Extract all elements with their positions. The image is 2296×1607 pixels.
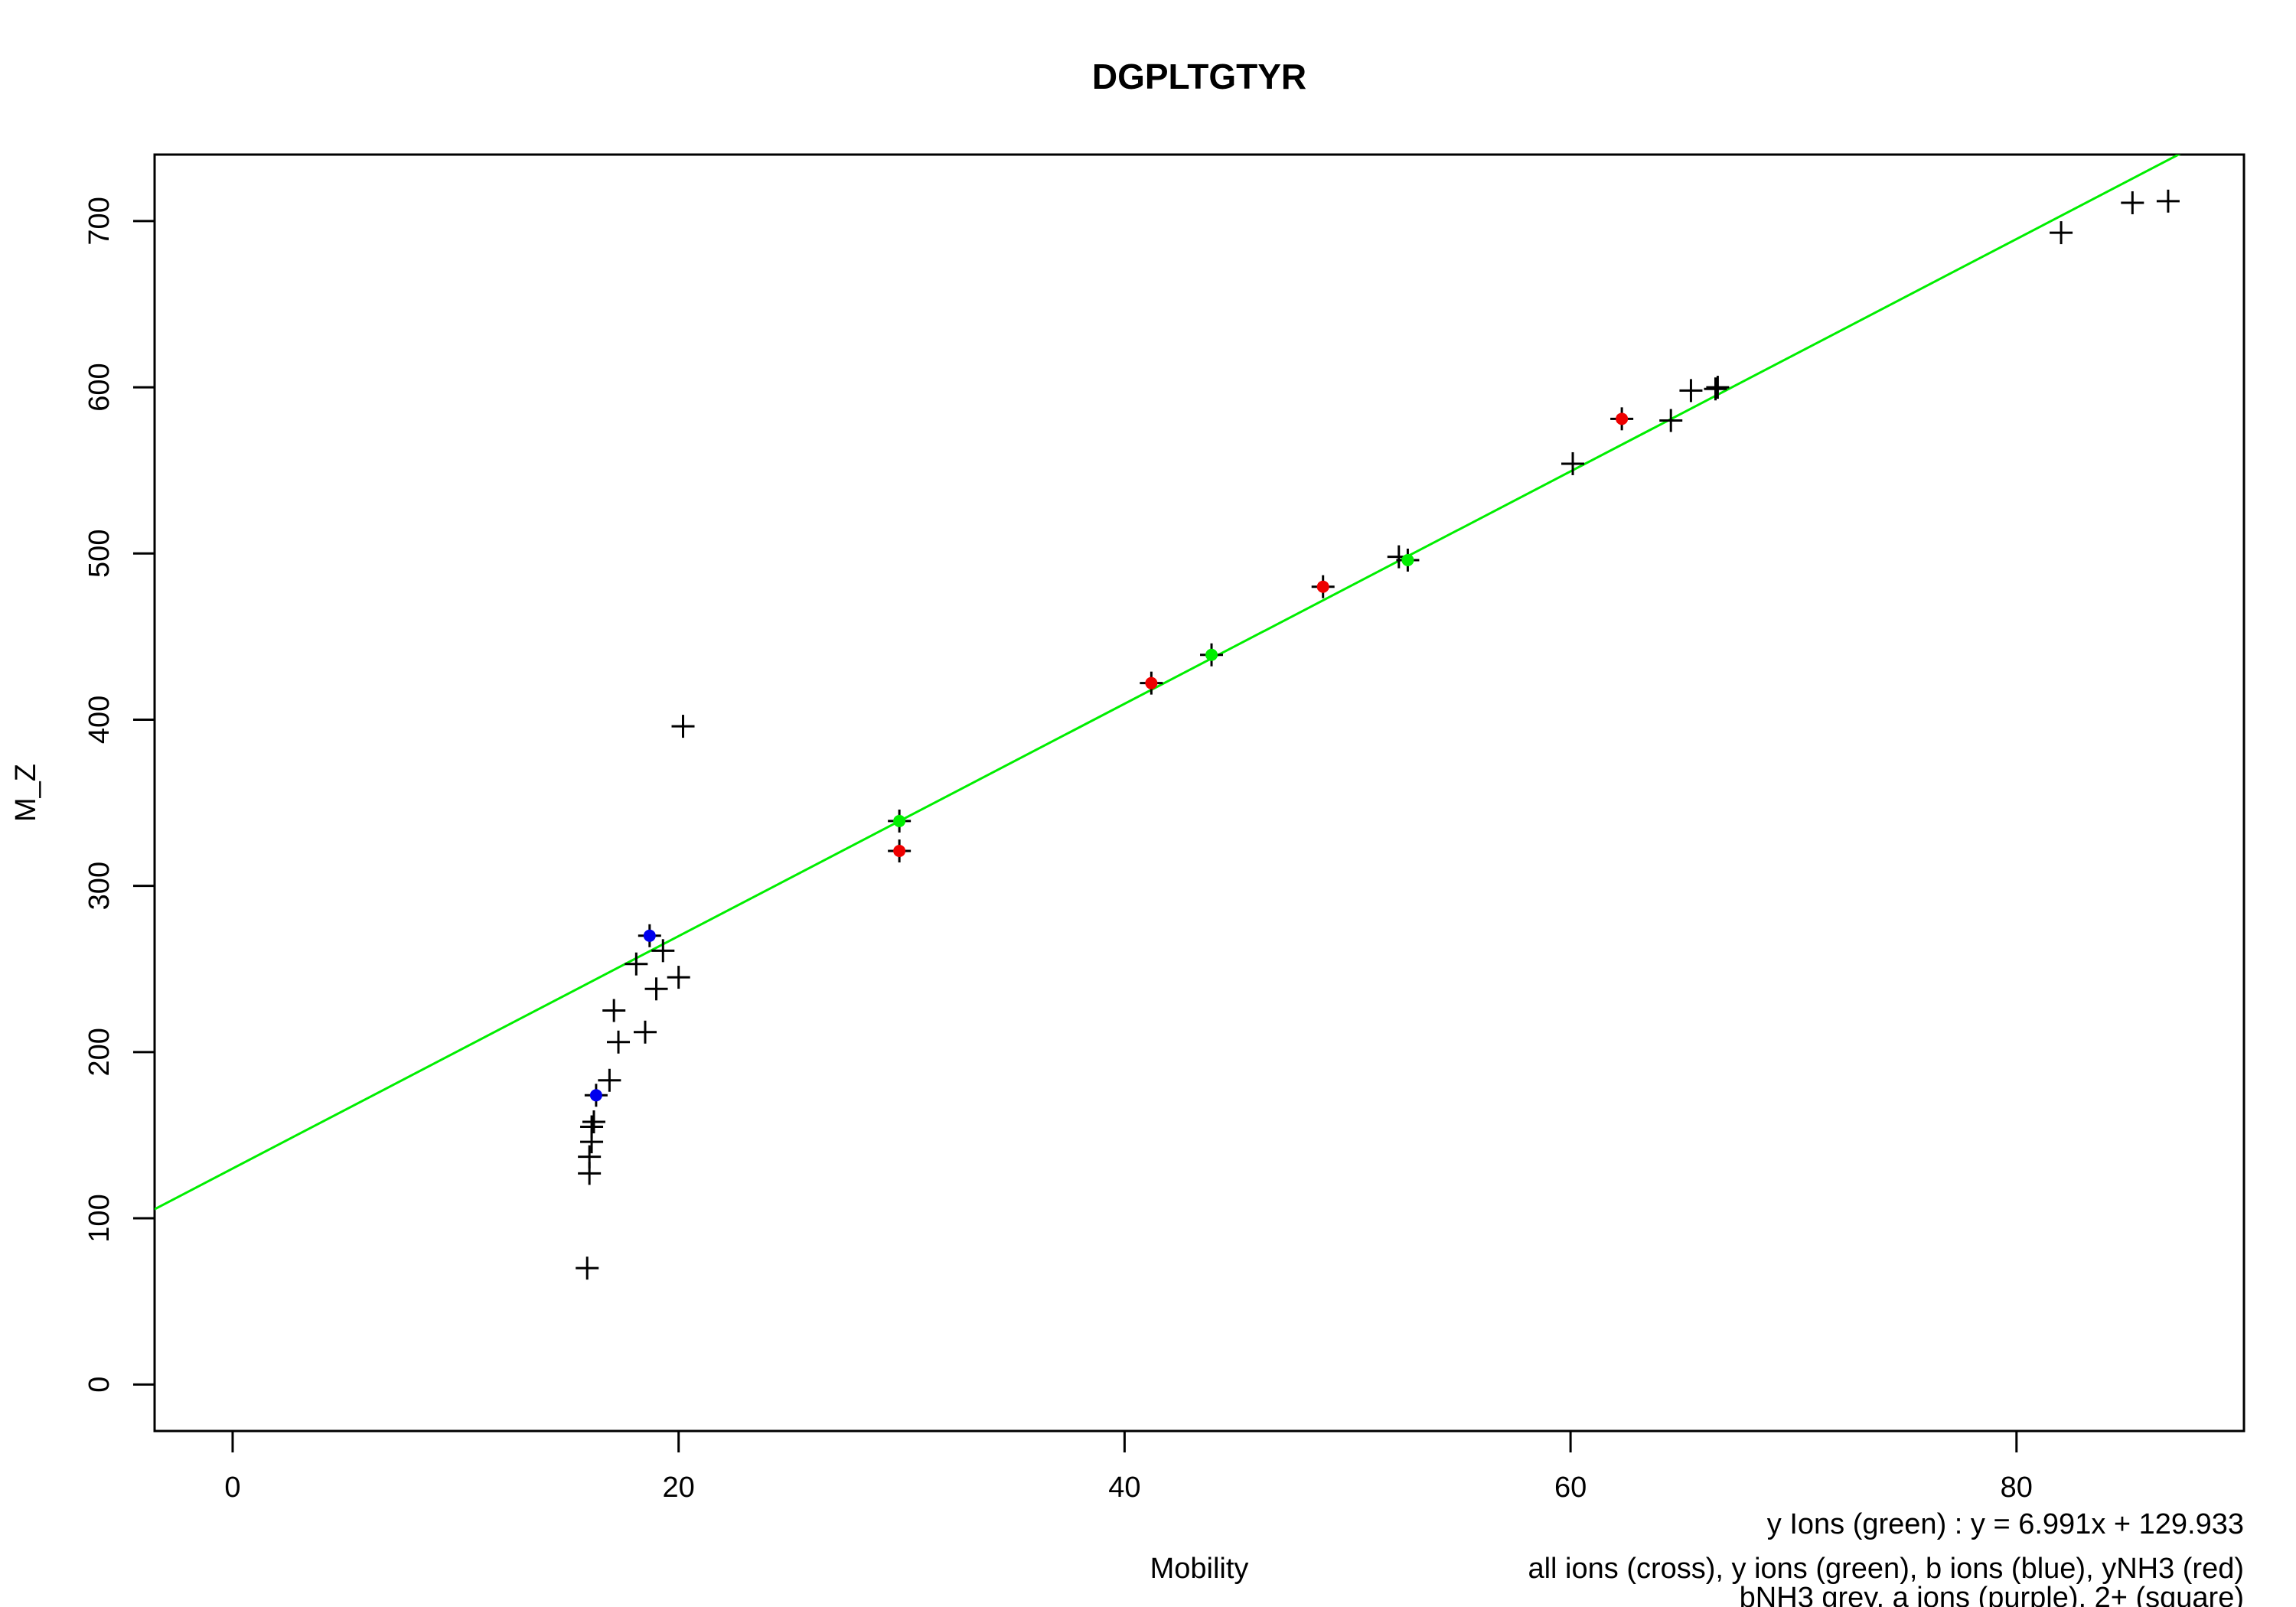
legend-note-2: bNH3 grey, a ions (purple), 2+ (square) [1740, 1582, 2244, 1607]
y-tick-label: 200 [83, 1028, 116, 1076]
x-tick-label: 20 [663, 1472, 695, 1504]
data-point-cross [607, 1030, 631, 1054]
data-point-dot [893, 845, 906, 858]
data-point-cross [633, 1020, 657, 1044]
data-points-layer [576, 189, 2180, 1280]
x-tick-label: 60 [1554, 1472, 1587, 1504]
data-point-cross [582, 1110, 605, 1134]
y-tick-label: 400 [83, 696, 116, 744]
y-tick-label: 0 [83, 1377, 116, 1393]
data-point-dot [1145, 676, 1158, 689]
y-tick-label: 500 [83, 530, 116, 578]
y-tick-label: 300 [83, 862, 116, 910]
chart-title: DGPLTGTYR [1092, 57, 1306, 96]
fit-line-layer [155, 155, 2181, 1211]
data-point-cross [2121, 191, 2144, 214]
legend-note-1: all ions (cross), y ions (green), b ions… [1528, 1553, 2244, 1585]
data-point-cross [576, 1257, 599, 1280]
data-point-dot [1401, 553, 1414, 566]
fit-series-label: y Ions (green) [1767, 1508, 1946, 1540]
fit-line [155, 155, 2181, 1211]
x-axis: 0 20 40 60 80 [224, 1429, 2033, 1504]
x-tick-label: 40 [1108, 1472, 1140, 1504]
data-point-cross [2156, 189, 2180, 213]
x-tick-label: 80 [2001, 1472, 2033, 1504]
y-axis-label: M_Z [10, 764, 42, 822]
data-point-cross [671, 715, 695, 738]
x-axis-label: Mobility [1150, 1553, 1249, 1585]
y-axis: 0 100 200 300 400 500 600 700 [83, 197, 156, 1393]
y-tick-label: 700 [83, 197, 116, 245]
data-point-dot [643, 929, 656, 942]
data-point-cross [1706, 376, 1730, 399]
y-tick-label: 600 [83, 363, 116, 411]
data-point-dot [893, 814, 906, 827]
data-point-cross [644, 977, 668, 1001]
data-point-cross [578, 1145, 602, 1169]
data-point-cross [1659, 409, 1683, 432]
data-point-cross [625, 952, 648, 976]
data-point-cross [1704, 377, 1727, 401]
data-point-cross [580, 1115, 604, 1139]
y-tick-label: 100 [83, 1194, 116, 1242]
data-point-cross [1561, 451, 1585, 475]
data-point-cross [651, 939, 675, 963]
fit-equation-label: y Ions (green) : y = 6.991x + 129.933 [1767, 1508, 2244, 1540]
data-point-dot [1205, 648, 1218, 661]
data-point-cross [602, 999, 626, 1022]
plot-frame [153, 153, 2245, 1433]
data-point-cross [1679, 379, 1703, 403]
x-tick-label: 0 [224, 1472, 240, 1504]
data-point-cross [598, 1068, 621, 1092]
fit-equation: y = 6.991x + 129.933 [1971, 1508, 2244, 1540]
data-point-dot [1616, 412, 1629, 425]
data-point-dot [589, 1089, 602, 1102]
data-point-dot [1316, 580, 1329, 593]
fit-separator: : [1946, 1508, 1971, 1540]
data-point-cross [667, 966, 690, 989]
data-point-cross [2050, 221, 2073, 245]
